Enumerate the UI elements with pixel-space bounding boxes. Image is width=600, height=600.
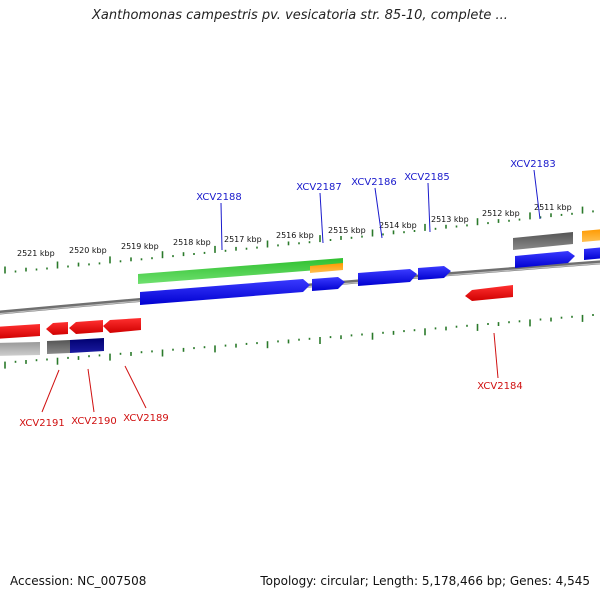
gene-label-xcv2188: XCV2188 xyxy=(196,192,241,203)
gene-track-bottom xyxy=(0,285,513,356)
gene-xcv2190 xyxy=(69,320,103,334)
gene-feature-green xyxy=(138,258,343,284)
gene-label-xcv2183: XCV2183 xyxy=(510,159,555,170)
kbp-label: 2513 kbp xyxy=(431,215,469,224)
gene-label-xcv2189: XCV2189 xyxy=(123,413,168,424)
gene-edge-blue xyxy=(584,247,600,260)
top-tick-row xyxy=(4,206,594,274)
kbp-label: 2516 kbp xyxy=(276,231,314,240)
gene-xcv2191 xyxy=(46,322,68,335)
gene-dark-gray xyxy=(47,340,70,354)
kbp-label: 2512 kbp xyxy=(482,209,520,218)
kbp-label: 2520 kbp xyxy=(69,246,107,255)
gene-feature-orange xyxy=(582,229,600,242)
kbp-scale: 2521 kbp 2520 kbp 2519 kbp 2518 kbp 2517… xyxy=(17,203,572,258)
accession-text: Accession: NC_007508 xyxy=(10,574,147,588)
gene-xcv2186 xyxy=(358,269,417,286)
gene-xcv2183 xyxy=(515,251,575,268)
map-title: Xanthomonas campestris pv. vesicatoria s… xyxy=(92,8,508,23)
gene-xcv2184 xyxy=(465,285,513,301)
gene-label-xcv2190: XCV2190 xyxy=(71,416,116,427)
gene-label-xcv2184: XCV2184 xyxy=(477,381,522,392)
gene-feature-gray xyxy=(513,232,573,250)
gene-xcv2187 xyxy=(312,277,345,291)
kbp-label: 2521 kbp xyxy=(17,249,55,258)
gene-red-1 xyxy=(0,324,40,339)
kbp-label: 2515 kbp xyxy=(328,226,366,235)
kbp-label: 2519 kbp xyxy=(121,242,159,251)
kbp-label: 2511 kbp xyxy=(534,203,572,212)
gene-xcv2185 xyxy=(418,266,451,280)
gene-labels-top: XCV2188 XCV2187 XCV2186 XCV2185 XCV2183 xyxy=(196,159,556,251)
kbp-label: 2518 kbp xyxy=(173,238,211,247)
gene-label-xcv2191: XCV2191 xyxy=(19,418,64,429)
gene-light-gray xyxy=(0,342,40,356)
gene-label-xcv2186: XCV2186 xyxy=(351,177,396,188)
gene-xcv2189 xyxy=(103,318,141,333)
gene-label-xcv2187: XCV2187 xyxy=(296,182,341,193)
gene-track-top xyxy=(138,229,600,305)
gene-navy xyxy=(70,338,104,353)
gene-labels-bottom: XCV2191 XCV2190 XCV2189 XCV2184 xyxy=(19,332,523,429)
bottom-tick-row xyxy=(4,314,594,369)
kbp-label: 2514 kbp xyxy=(379,221,417,230)
kbp-label: 2517 kbp xyxy=(224,235,262,244)
gene-xcv2188 xyxy=(140,279,310,305)
gene-label-xcv2185: XCV2185 xyxy=(404,172,449,183)
topology-text: Topology: circular; Length: 5,178,466 bp… xyxy=(260,574,590,588)
